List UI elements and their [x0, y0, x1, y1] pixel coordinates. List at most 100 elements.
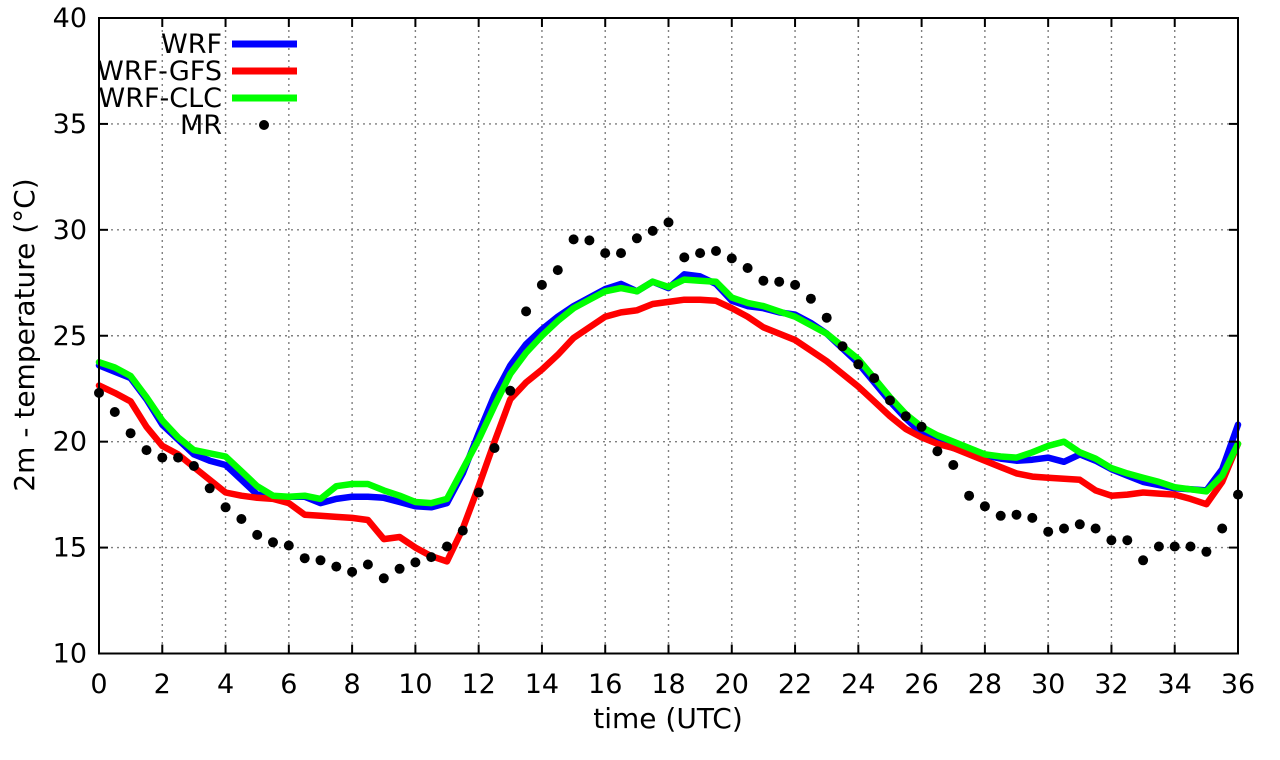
mr-point	[885, 395, 895, 406]
mr-point	[505, 385, 516, 396]
mr-point	[1122, 535, 1133, 546]
mr-point	[394, 563, 405, 574]
mr-point	[315, 555, 326, 566]
mr-point	[204, 483, 215, 494]
x-axis-title: time (UTC)	[593, 702, 743, 735]
y-tick-label: 20	[53, 427, 87, 458]
mr-point	[663, 217, 674, 228]
x-tick-label: 20	[715, 669, 749, 700]
mr-point	[995, 510, 1006, 521]
mr-point	[1090, 523, 1101, 534]
mr-point	[932, 446, 943, 457]
y-tick-label: 25	[53, 321, 87, 352]
mr-point	[869, 373, 880, 384]
mr-point	[758, 275, 769, 286]
mr-point	[473, 487, 484, 498]
legend-label-mr: MR	[180, 110, 222, 141]
mr-point	[711, 246, 721, 256]
mr-point	[410, 557, 421, 568]
x-tick-label: 8	[344, 669, 361, 700]
x-tick-label: 18	[651, 669, 685, 700]
mr-point	[536, 279, 547, 290]
mr-point	[948, 460, 959, 470]
y-tick-label: 30	[53, 215, 87, 246]
x-tick-label: 12	[461, 669, 495, 700]
mr-point	[283, 540, 294, 551]
wrf-clc-line	[95, 276, 1242, 507]
mr-point	[679, 252, 690, 263]
y-tick-label: 35	[53, 109, 87, 140]
y-tick-label: 15	[53, 533, 87, 564]
mr-point	[299, 553, 310, 564]
mr-point	[141, 445, 152, 456]
mr-point	[1169, 541, 1180, 552]
x-tick-label: 26	[904, 669, 938, 700]
mr-point	[1059, 523, 1069, 534]
mr-point	[236, 514, 247, 524]
mr-point	[600, 248, 611, 259]
mr-point	[489, 443, 500, 453]
x-tick-label: 34	[1158, 669, 1192, 700]
mr-point	[188, 461, 199, 471]
mr-point	[631, 233, 642, 244]
y-tick-labels: 10 15 20 25 30 35 40	[53, 3, 87, 670]
mr-point	[726, 253, 737, 264]
mr-point	[157, 452, 168, 463]
x-tick-label: 16	[588, 669, 622, 700]
mr-point	[426, 552, 437, 563]
mr-point	[837, 341, 848, 352]
mr-point	[900, 411, 911, 422]
wrf-gfs-line	[95, 296, 1242, 565]
x-tick-label: 32	[1094, 669, 1128, 700]
x-tick-label: 30	[1031, 669, 1065, 700]
x-tick-label: 2	[154, 669, 171, 700]
mr-point	[252, 529, 263, 540]
mr-point	[442, 541, 452, 552]
legend: WRF WRF-GFS WRF-CLC MR	[97, 29, 297, 141]
mr-point	[362, 559, 373, 570]
x-tick-labels: 0 2 4 6 8 10 12 14 16 18 20 22 24 26 28 30 32 34 36	[90, 669, 1255, 700]
mr-point	[378, 573, 389, 584]
mr-point	[979, 501, 990, 512]
mr-point	[347, 566, 358, 577]
mr-point	[1106, 535, 1117, 546]
y-tick-label: 10	[53, 639, 87, 670]
mr-point	[331, 561, 342, 572]
mr-point	[1153, 541, 1164, 552]
x-tick-label: 10	[398, 669, 432, 700]
mr-point	[916, 421, 927, 432]
x-tick-label: 14	[525, 669, 559, 700]
mr-point	[647, 225, 658, 236]
mr-point	[1027, 512, 1038, 523]
mr-point	[173, 452, 184, 463]
x-tick-label: 22	[778, 669, 812, 700]
legend-label-wrf-gfs: WRF-GFS	[97, 56, 222, 87]
legend-label-wrf-clc: WRF-CLC	[99, 83, 222, 114]
mr-point	[268, 537, 278, 548]
x-tick-label: 36	[1221, 669, 1255, 700]
x-tick-label: 24	[841, 669, 875, 700]
mr-point	[1043, 526, 1054, 537]
mr-point	[457, 525, 468, 536]
mr-point	[774, 276, 785, 287]
mr-point	[521, 306, 532, 317]
data-series	[94, 217, 1243, 584]
mr-point	[1201, 546, 1212, 557]
mr-point	[1138, 555, 1149, 566]
mr-points	[94, 217, 1243, 584]
legend-label-wrf: WRF	[161, 29, 222, 60]
mr-point	[109, 407, 120, 417]
mr-point	[1074, 519, 1085, 530]
mr-point	[616, 248, 626, 259]
y-axis-title: 2m - temperature (°C)	[8, 178, 41, 491]
mr-point	[805, 293, 816, 304]
mr-point	[568, 234, 579, 245]
mr-legend-dot	[259, 120, 269, 130]
mr-point	[220, 502, 231, 513]
mr-point	[125, 428, 136, 439]
x-tick-label: 6	[280, 669, 297, 700]
mr-point	[1217, 523, 1228, 534]
